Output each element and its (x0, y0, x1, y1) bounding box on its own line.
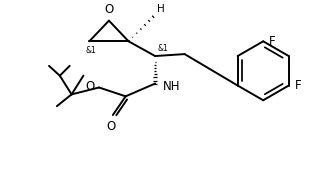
Text: H: H (157, 4, 165, 14)
Text: F: F (269, 35, 276, 48)
Text: F: F (295, 79, 301, 92)
Text: NH: NH (163, 80, 180, 93)
Text: &1: &1 (86, 46, 97, 55)
Text: O: O (106, 120, 116, 133)
Text: &1: &1 (157, 44, 168, 53)
Text: O: O (85, 80, 94, 93)
Text: O: O (104, 3, 114, 16)
